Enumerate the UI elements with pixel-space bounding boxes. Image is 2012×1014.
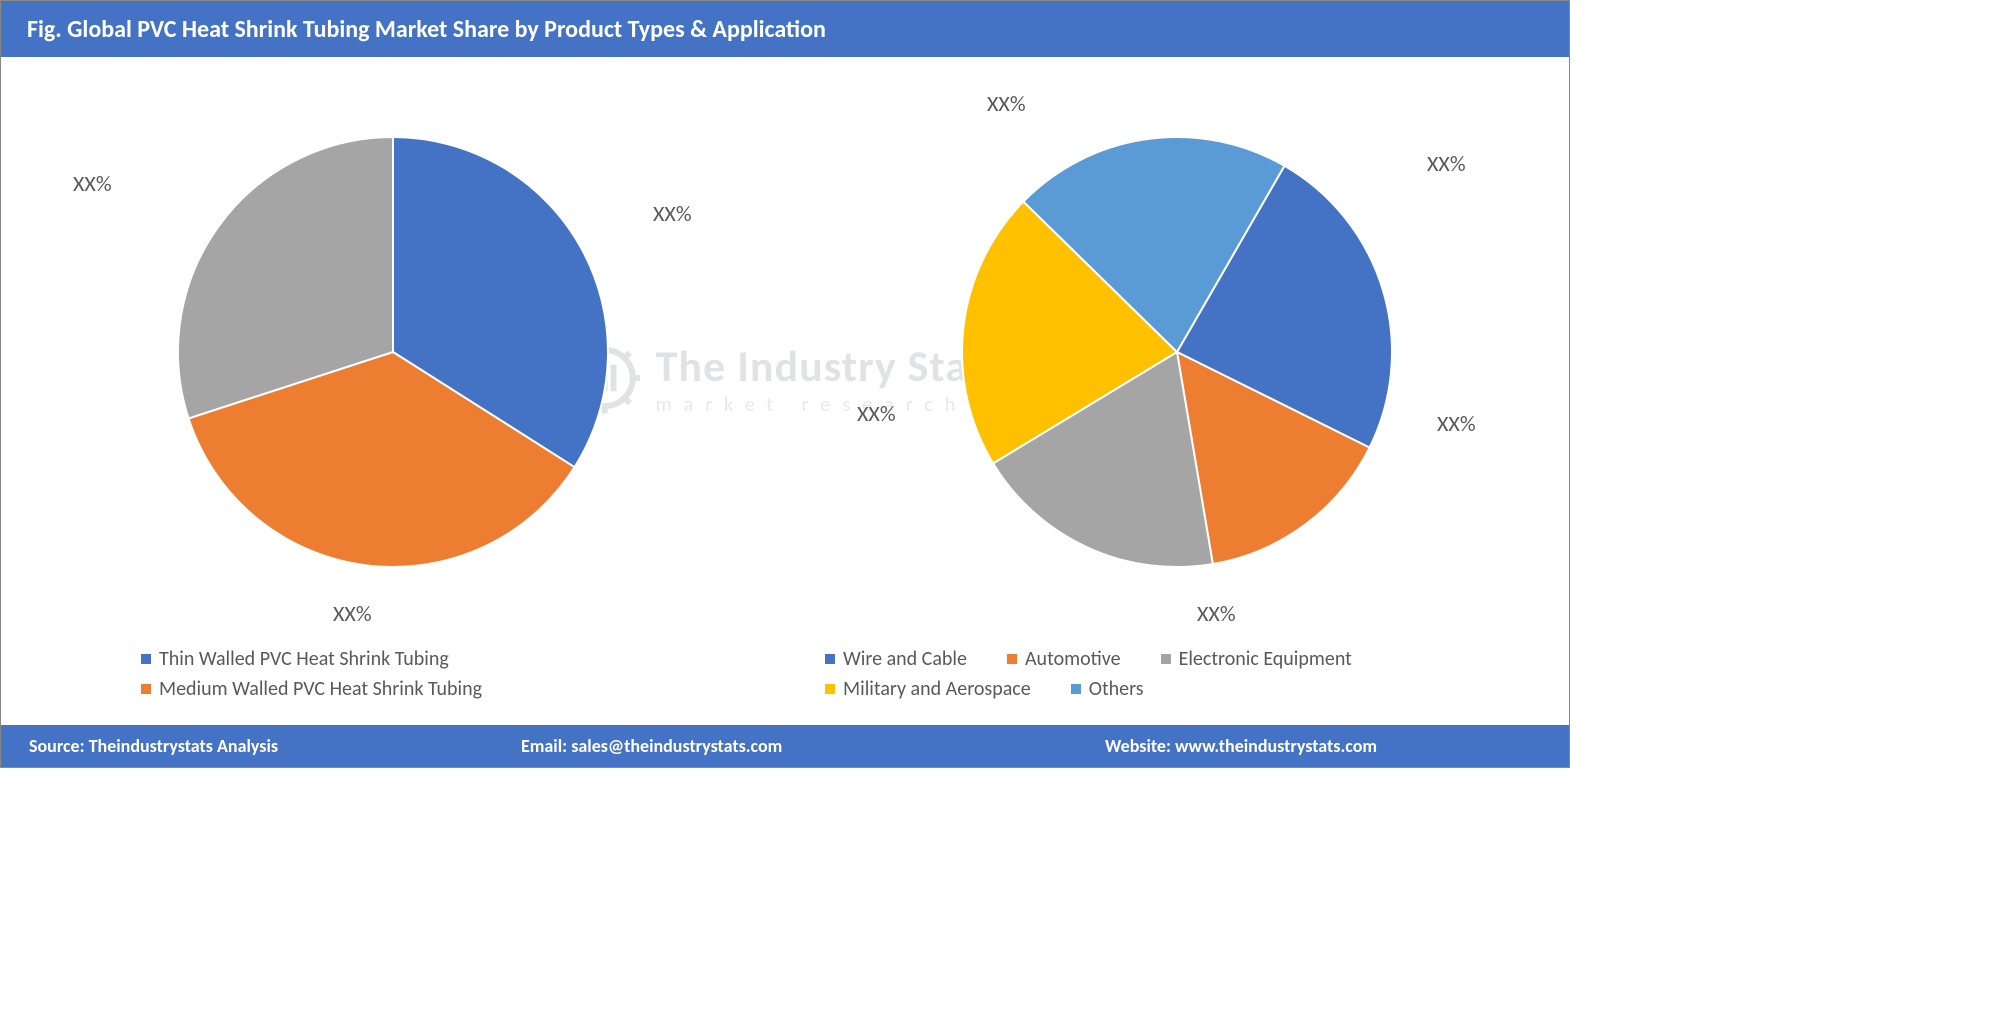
footer-website-label: Website: xyxy=(1105,735,1171,757)
legend-item: Medium Walled PVC Heat Shrink Tubing xyxy=(141,677,482,701)
footer-email: Email: sales@theindustrystats.com xyxy=(493,735,985,757)
slice-label: XX% xyxy=(73,170,112,197)
charts-row: The Industry Stats market research XX%XX… xyxy=(1,57,1569,725)
footer-source: Source: Theindustrystats Analysis xyxy=(1,735,493,757)
legend-label: Medium Walled PVC Heat Shrink Tubing xyxy=(159,677,482,701)
slice-label: XX% xyxy=(653,200,692,227)
legend-label: Electronic Equipment xyxy=(1179,647,1352,671)
slice-label: XX% xyxy=(857,400,896,427)
footer-website-value: www.theindustrystats.com xyxy=(1175,735,1377,757)
slice-label: XX% xyxy=(333,600,372,627)
legend-swatch xyxy=(1071,684,1081,694)
slice-label: XX% xyxy=(987,90,1026,117)
figure-frame: Fig. Global PVC Heat Shrink Tubing Marke… xyxy=(0,0,1570,768)
legend-item: Automotive xyxy=(1007,647,1121,671)
pie-application: XX% XX% XX% XX% XX% xyxy=(785,77,1569,627)
legend-item: Wire and Cable xyxy=(825,647,967,671)
legend-swatch xyxy=(141,654,151,664)
footer-email-value: sales@theindustrystats.com xyxy=(571,735,782,757)
legend-item: Military and Aerospace xyxy=(825,677,1031,701)
footer-source-label: Source: xyxy=(29,735,85,757)
slice-label: XX% xyxy=(1437,410,1476,437)
chart-panel-product-types: XX% XX% XX% Thin Walled PVC Heat Shrink Tu… xyxy=(1,77,785,715)
legend-swatch xyxy=(825,684,835,694)
slice-label: XX% xyxy=(1427,150,1466,177)
legend-item: Thin Walled PVC Heat Shrink Tubing xyxy=(141,647,449,671)
footer-website: Website: www.theindustrystats.com xyxy=(985,735,1569,757)
legend-item: Electronic Equipment xyxy=(1161,647,1352,671)
pie-svg xyxy=(902,77,1452,627)
footer-email-label: Email: xyxy=(521,735,567,757)
legend-swatch xyxy=(1007,654,1017,664)
legend-label: Thin Walled PVC Heat Shrink Tubing xyxy=(159,647,449,671)
pie-svg xyxy=(118,77,668,627)
legend-label: Military and Aerospace xyxy=(843,677,1031,701)
legend-swatch xyxy=(825,654,835,664)
footer-bar: Source: Theindustrystats Analysis Email:… xyxy=(1,725,1569,767)
legend-application: Wire and Cable Automotive Electronic Equip… xyxy=(785,627,1569,715)
legend-swatch xyxy=(141,684,151,694)
footer-source-value: Theindustrystats Analysis xyxy=(89,735,278,757)
legend-swatch xyxy=(1161,654,1171,664)
legend-item: Others xyxy=(1071,677,1144,701)
pie-product-types: XX% XX% XX% xyxy=(1,77,785,627)
figure-title: Fig. Global PVC Heat Shrink Tubing Marke… xyxy=(27,15,826,44)
legend-label: Automotive xyxy=(1025,647,1121,671)
slice-label: XX% xyxy=(1197,600,1236,627)
title-bar: Fig. Global PVC Heat Shrink Tubing Marke… xyxy=(1,1,1569,57)
chart-panel-application: XX% XX% XX% XX% XX% Wire and Cable Automotive… xyxy=(785,77,1569,715)
legend-product-types: Thin Walled PVC Heat Shrink Tubing Medium… xyxy=(1,627,785,715)
legend-label: Others xyxy=(1089,677,1144,701)
legend-label: Wire and Cable xyxy=(843,647,967,671)
